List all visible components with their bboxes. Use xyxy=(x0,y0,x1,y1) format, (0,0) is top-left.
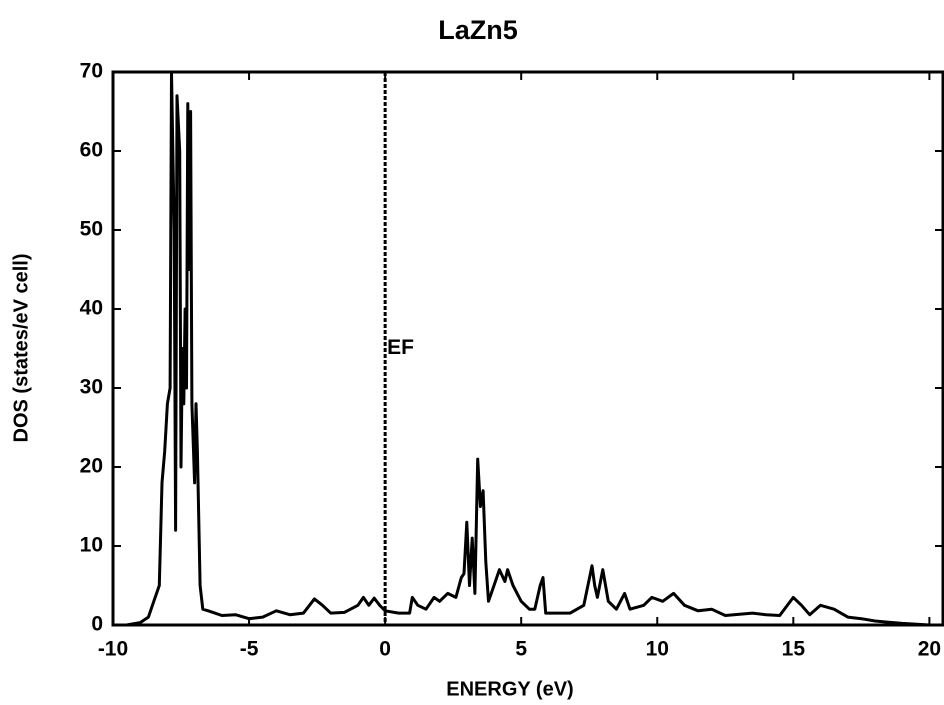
x-tick-label: 10 xyxy=(646,638,669,661)
plot-frame xyxy=(111,70,944,627)
x-tick-label: 5 xyxy=(515,638,527,661)
x-tick-label: 0 xyxy=(379,638,391,661)
x-tick-label: -10 xyxy=(98,638,128,661)
dos-line xyxy=(113,70,943,627)
y-tick-label: 30 xyxy=(80,376,103,399)
y-tick-label: 70 xyxy=(80,60,103,83)
annotation: EF xyxy=(387,336,414,359)
x-tick-label: 20 xyxy=(918,638,941,661)
x-tick-label: 15 xyxy=(782,638,806,661)
x-axis-label: ENERGY (eV) xyxy=(446,678,573,700)
y-tick-label: 10 xyxy=(80,534,103,557)
x-tick-label: -5 xyxy=(240,638,259,661)
y-tick-label: 20 xyxy=(80,455,103,478)
y-axis-label: DOS (states/eV cell) xyxy=(10,254,32,443)
chart-title: LaZn5 xyxy=(438,15,518,45)
y-tick-label: 0 xyxy=(91,613,103,636)
y-tick-label: 40 xyxy=(80,297,103,320)
y-tick-label: 50 xyxy=(80,218,103,241)
y-tick-label: 60 xyxy=(80,139,103,162)
